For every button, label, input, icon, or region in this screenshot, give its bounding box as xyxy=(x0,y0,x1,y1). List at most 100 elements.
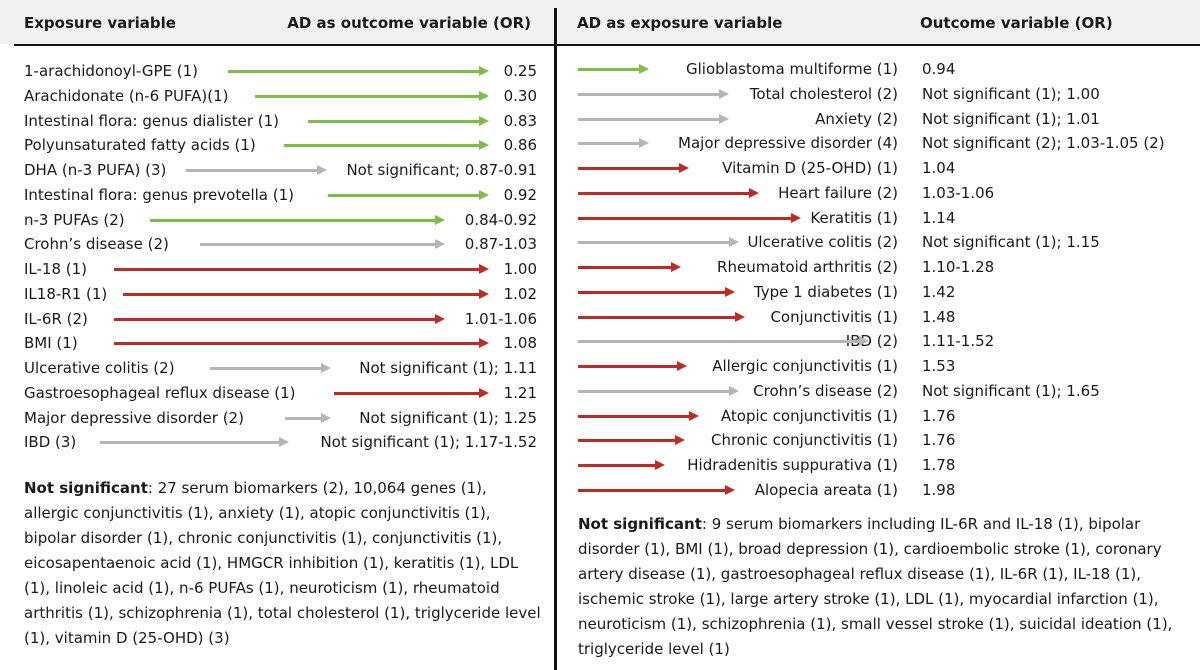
left-row-label: Intestinal flora: genus prevotella (1) xyxy=(24,185,294,204)
right-row: Hidradenitis suppurativa (1) 1.78 xyxy=(0,454,1200,476)
right-row-label: Conjunctivitis (1) xyxy=(770,307,898,326)
right-row-arrow-gray xyxy=(578,237,739,248)
left-row-value: 0.87-1.03 xyxy=(464,235,537,254)
left-row-label: Arachidonate (n-6 PUFA)(1) xyxy=(24,86,229,105)
left-not-significant-note: Not significant: 27 serum biomarkers (2)… xyxy=(24,476,544,651)
left-row-label: Crohn’s disease (2) xyxy=(24,235,169,254)
right-row-label: Rheumatoid arthritis (2) xyxy=(717,258,898,276)
left-row-value: Not significant (1); 1.25 xyxy=(359,408,537,427)
left-row-arrow-red xyxy=(114,264,489,274)
right-row-value: Not significant (1); 1.00 xyxy=(922,84,1100,103)
left-row-arrow-red xyxy=(114,338,489,349)
right-row-value: 1.04 xyxy=(922,159,956,177)
left-row-value: 1.00 xyxy=(503,260,537,278)
left-row-value: 1.21 xyxy=(503,383,537,402)
left-row-label: DHA (n-3 PUFA) (3) xyxy=(24,161,167,179)
right-row: Crohn’s disease (2) Not significant (1); … xyxy=(0,380,1200,402)
right-row-arrow-gray xyxy=(578,113,729,124)
right-row-arrow-red xyxy=(578,410,699,421)
column-divider xyxy=(554,8,557,670)
left-row-label: Gastroesophageal reflux disease (1) xyxy=(24,383,296,402)
left-row: Crohn’s disease (2) 0.87-1.03 xyxy=(0,233,1200,255)
left-row-arrow-gray xyxy=(186,165,327,175)
left-row: IL-6R (2) 1.01-1.06 xyxy=(0,308,1200,330)
right-row-arrow-red xyxy=(578,435,685,446)
left-row-arrow-green xyxy=(284,140,489,151)
left-row-label: IL18-R1 (1) xyxy=(24,284,108,303)
right-row: Rheumatoid arthritis (2) 1.10-1.28 xyxy=(0,256,1200,278)
left-row: n-3 PUFAs (2) 0.84-0.92 xyxy=(0,209,1200,231)
left-row-value: 0.84-0.92 xyxy=(464,210,537,229)
right-row-value: 1.98 xyxy=(922,480,956,499)
left-row-label: Ulcerative colitis (2) xyxy=(24,359,175,377)
left-row-value: Not significant; 0.87-0.91 xyxy=(346,161,537,179)
right-row-value: Not significant (2); 1.03-1.05 (2) xyxy=(922,134,1165,153)
right-row-arrow-red xyxy=(578,361,687,371)
right-row: Major depressive disorder (4) Not signifi… xyxy=(0,132,1200,154)
right-row: Heart failure (2) 1.03-1.06 xyxy=(0,182,1200,204)
left-row-arrow-green xyxy=(308,115,489,126)
left-row-value: 1.08 xyxy=(503,334,537,353)
right-row-label: Major depressive disorder (4) xyxy=(678,134,898,153)
right-row-label: Heart failure (2) xyxy=(778,183,898,202)
right-row: Keratitis (1) 1.14 xyxy=(0,207,1200,229)
right-row-arrow-red xyxy=(578,163,689,173)
header-bar xyxy=(0,0,1200,44)
left-row-arrow-red xyxy=(114,313,445,324)
right-row-label: Type 1 diabetes (1) xyxy=(753,282,898,301)
right-row-label: Atopic conjunctivitis (1) xyxy=(720,406,898,425)
left-row-value: Not significant (1); 1.17-1.52 xyxy=(320,433,537,452)
right-not-significant-note: Not significant: 9 serum biomarkers incl… xyxy=(578,512,1188,662)
left-row-label: 1-arachidonoyl-GPE (1) xyxy=(24,62,198,80)
right-row-value: 0.94 xyxy=(922,60,956,78)
right-row-label: Glioblastoma multiforme (1) xyxy=(685,60,898,78)
right-row-value: 1.42 xyxy=(922,282,956,301)
left-row-arrow-green xyxy=(228,66,489,76)
left-row: Major depressive disorder (2) Not signifi… xyxy=(0,407,1200,429)
header-rule xyxy=(14,44,1200,46)
left-row-label: IL-6R (2) xyxy=(24,309,88,328)
right-row-arrow-gray xyxy=(578,88,729,99)
left-row-value: 0.83 xyxy=(503,111,537,130)
right-row-arrow-gray xyxy=(578,138,649,149)
right-row-arrow-red xyxy=(578,212,801,223)
right-row-label: Ulcerative colitis (2) xyxy=(747,233,898,252)
right-row-arrow-gray xyxy=(578,336,869,347)
left-header-outcome: AD as outcome variable (OR) xyxy=(287,14,531,32)
left-row: Arachidonate (n-6 PUFA)(1) 0.30 xyxy=(0,85,1200,107)
right-row-label: Anxiety (2) xyxy=(815,109,898,128)
left-row-arrow-gray xyxy=(100,437,289,448)
right-not-significant-label: Not significant xyxy=(578,515,702,533)
left-row-arrow-green xyxy=(255,90,489,101)
right-row-value: 1.48 xyxy=(922,307,956,326)
left-row-value: 0.92 xyxy=(503,185,537,204)
right-row-value: 1.10-1.28 xyxy=(922,258,995,276)
right-row: Ulcerative colitis (2) Not significant (1… xyxy=(0,231,1200,253)
left-row-label: n-3 PUFAs (2) xyxy=(24,210,125,229)
left-row: Ulcerative colitis (2) Not significant (1… xyxy=(0,357,1200,379)
right-row-label: Vitamin D (25-OHD) (1) xyxy=(722,159,898,177)
right-row-label: Chronic conjunctivitis (1) xyxy=(710,431,898,450)
left-row: IBD (3) Not significant (1); 1.17-1.52 xyxy=(0,431,1200,453)
right-row: Allergic conjunctivitis (1) 1.53 xyxy=(0,355,1200,377)
left-row-arrow-red xyxy=(334,387,489,398)
right-row-label: Alopecia areata (1) xyxy=(754,480,898,499)
left-row-label: IL-18 (1) xyxy=(24,260,88,278)
left-row: Polyunsaturated fatty acids (1) 0.86 xyxy=(0,134,1200,156)
right-row-value: 1.78 xyxy=(922,456,956,474)
left-row: Intestinal flora: genus dialister (1) 0.8… xyxy=(0,110,1200,132)
right-row-arrow-red xyxy=(578,187,759,198)
left-row: Gastroesophageal reflux disease (1) 1.21 xyxy=(0,382,1200,404)
right-row-label: Crohn’s disease (2) xyxy=(753,381,898,400)
right-row-label: Allergic conjunctivitis (1) xyxy=(712,357,898,375)
left-row: Intestinal flora: genus prevotella (1) 0.… xyxy=(0,184,1200,206)
right-row-label: Keratitis (1) xyxy=(810,208,898,227)
right-row: Vitamin D (25-OHD) (1) 1.04 xyxy=(0,157,1200,179)
left-row-label: Polyunsaturated fatty acids (1) xyxy=(24,136,256,155)
right-row: Total cholesterol (2) Not significant (1)… xyxy=(0,83,1200,105)
left-row-label: Intestinal flora: genus dialister (1) xyxy=(24,111,280,130)
right-row: IBD (2) 1.11-1.52 xyxy=(0,330,1200,352)
left-row-arrow-red xyxy=(123,288,489,299)
left-row-arrow-green xyxy=(328,189,489,200)
left-row-label: Major depressive disorder (2) xyxy=(24,408,244,427)
